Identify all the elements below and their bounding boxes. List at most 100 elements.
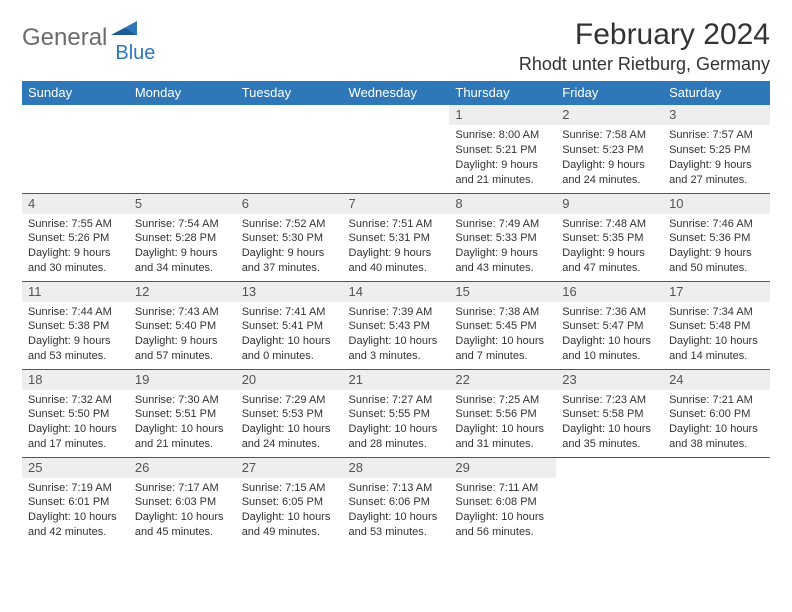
- calendar-cell: 8Sunrise: 7:49 AMSunset: 5:33 PMDaylight…: [449, 193, 556, 281]
- brand-logo: General Blue: [22, 18, 155, 52]
- calendar-cell: 23Sunrise: 7:23 AMSunset: 5:58 PMDayligh…: [556, 369, 663, 457]
- day-details: Sunrise: 7:52 AMSunset: 5:30 PMDaylight:…: [236, 214, 343, 280]
- calendar-cell: 20Sunrise: 7:29 AMSunset: 5:53 PMDayligh…: [236, 369, 343, 457]
- day-details: Sunrise: 7:44 AMSunset: 5:38 PMDaylight:…: [22, 302, 129, 368]
- day-number: 11: [22, 282, 129, 302]
- day-details: Sunrise: 7:17 AMSunset: 6:03 PMDaylight:…: [129, 478, 236, 544]
- day-number: 1: [449, 105, 556, 125]
- calendar-cell: 5Sunrise: 7:54 AMSunset: 5:28 PMDaylight…: [129, 193, 236, 281]
- day-details: Sunrise: 7:51 AMSunset: 5:31 PMDaylight:…: [343, 214, 450, 280]
- calendar-cell: 3Sunrise: 7:57 AMSunset: 5:25 PMDaylight…: [663, 105, 770, 193]
- day-number: 25: [22, 458, 129, 478]
- weekday-header: Monday: [129, 81, 236, 105]
- day-number: 27: [236, 458, 343, 478]
- day-details: Sunrise: 7:54 AMSunset: 5:28 PMDaylight:…: [129, 214, 236, 280]
- calendar-week: 4Sunrise: 7:55 AMSunset: 5:26 PMDaylight…: [22, 193, 770, 281]
- calendar-cell: 7Sunrise: 7:51 AMSunset: 5:31 PMDaylight…: [343, 193, 450, 281]
- day-details: Sunrise: 7:57 AMSunset: 5:25 PMDaylight:…: [663, 125, 770, 191]
- day-number: 29: [449, 458, 556, 478]
- calendar-cell: 24Sunrise: 7:21 AMSunset: 6:00 PMDayligh…: [663, 369, 770, 457]
- day-number: 8: [449, 194, 556, 214]
- day-details: Sunrise: 7:58 AMSunset: 5:23 PMDaylight:…: [556, 125, 663, 191]
- month-title: February 2024: [519, 18, 770, 52]
- day-details: Sunrise: 7:49 AMSunset: 5:33 PMDaylight:…: [449, 214, 556, 280]
- calendar-cell: 28Sunrise: 7:13 AMSunset: 6:06 PMDayligh…: [343, 457, 450, 545]
- day-details: Sunrise: 7:21 AMSunset: 6:00 PMDaylight:…: [663, 390, 770, 456]
- calendar-cell: 29Sunrise: 7:11 AMSunset: 6:08 PMDayligh…: [449, 457, 556, 545]
- day-number: 5: [129, 194, 236, 214]
- calendar-week: 11Sunrise: 7:44 AMSunset: 5:38 PMDayligh…: [22, 281, 770, 369]
- day-number: 16: [556, 282, 663, 302]
- day-details: Sunrise: 7:48 AMSunset: 5:35 PMDaylight:…: [556, 214, 663, 280]
- calendar-cell: 6Sunrise: 7:52 AMSunset: 5:30 PMDaylight…: [236, 193, 343, 281]
- day-number: 9: [556, 194, 663, 214]
- day-details: Sunrise: 7:34 AMSunset: 5:48 PMDaylight:…: [663, 302, 770, 368]
- day-number: 2: [556, 105, 663, 125]
- day-number: 24: [663, 370, 770, 390]
- day-details: Sunrise: 7:19 AMSunset: 6:01 PMDaylight:…: [22, 478, 129, 544]
- calendar-cell: 27Sunrise: 7:15 AMSunset: 6:05 PMDayligh…: [236, 457, 343, 545]
- day-number: 13: [236, 282, 343, 302]
- day-number: 22: [449, 370, 556, 390]
- calendar-cell: 21Sunrise: 7:27 AMSunset: 5:55 PMDayligh…: [343, 369, 450, 457]
- brand-part1: General: [22, 24, 107, 52]
- day-details: Sunrise: 7:29 AMSunset: 5:53 PMDaylight:…: [236, 390, 343, 456]
- day-details: Sunrise: 7:36 AMSunset: 5:47 PMDaylight:…: [556, 302, 663, 368]
- day-details: Sunrise: 7:30 AMSunset: 5:51 PMDaylight:…: [129, 390, 236, 456]
- weekday-header: Wednesday: [343, 81, 450, 105]
- day-details: Sunrise: 7:55 AMSunset: 5:26 PMDaylight:…: [22, 214, 129, 280]
- day-number: 3: [663, 105, 770, 125]
- day-number: 15: [449, 282, 556, 302]
- weekday-header: Friday: [556, 81, 663, 105]
- calendar-cell-empty: [556, 457, 663, 545]
- calendar-cell: 22Sunrise: 7:25 AMSunset: 5:56 PMDayligh…: [449, 369, 556, 457]
- calendar-week: 1Sunrise: 8:00 AMSunset: 5:21 PMDaylight…: [22, 105, 770, 193]
- day-number: 18: [22, 370, 129, 390]
- calendar-cell-empty: [129, 105, 236, 193]
- day-number: 21: [343, 370, 450, 390]
- calendar-cell: 16Sunrise: 7:36 AMSunset: 5:47 PMDayligh…: [556, 281, 663, 369]
- brand-triangle-icon: [111, 19, 139, 44]
- calendar-cell: 18Sunrise: 7:32 AMSunset: 5:50 PMDayligh…: [22, 369, 129, 457]
- day-number: 6: [236, 194, 343, 214]
- calendar-cell: 9Sunrise: 7:48 AMSunset: 5:35 PMDaylight…: [556, 193, 663, 281]
- day-details: Sunrise: 7:27 AMSunset: 5:55 PMDaylight:…: [343, 390, 450, 456]
- calendar-week: 25Sunrise: 7:19 AMSunset: 6:01 PMDayligh…: [22, 457, 770, 545]
- day-number: 12: [129, 282, 236, 302]
- weekday-header: Sunday: [22, 81, 129, 105]
- day-details: Sunrise: 7:32 AMSunset: 5:50 PMDaylight:…: [22, 390, 129, 456]
- day-number: 7: [343, 194, 450, 214]
- day-details: Sunrise: 7:13 AMSunset: 6:06 PMDaylight:…: [343, 478, 450, 544]
- day-details: Sunrise: 7:38 AMSunset: 5:45 PMDaylight:…: [449, 302, 556, 368]
- day-number: 28: [343, 458, 450, 478]
- weekday-header: Thursday: [449, 81, 556, 105]
- day-details: Sunrise: 7:41 AMSunset: 5:41 PMDaylight:…: [236, 302, 343, 368]
- calendar-cell-empty: [343, 105, 450, 193]
- location-subtitle: Rhodt unter Rietburg, Germany: [519, 54, 770, 75]
- day-details: Sunrise: 7:23 AMSunset: 5:58 PMDaylight:…: [556, 390, 663, 456]
- calendar-cell: 14Sunrise: 7:39 AMSunset: 5:43 PMDayligh…: [343, 281, 450, 369]
- calendar-cell: 11Sunrise: 7:44 AMSunset: 5:38 PMDayligh…: [22, 281, 129, 369]
- brand-part2: Blue: [115, 42, 155, 65]
- weekday-header: Tuesday: [236, 81, 343, 105]
- calendar-cell: 1Sunrise: 8:00 AMSunset: 5:21 PMDaylight…: [449, 105, 556, 193]
- calendar-cell: 10Sunrise: 7:46 AMSunset: 5:36 PMDayligh…: [663, 193, 770, 281]
- day-details: Sunrise: 7:43 AMSunset: 5:40 PMDaylight:…: [129, 302, 236, 368]
- day-number: 4: [22, 194, 129, 214]
- calendar-cell: 25Sunrise: 7:19 AMSunset: 6:01 PMDayligh…: [22, 457, 129, 545]
- calendar-cell: 26Sunrise: 7:17 AMSunset: 6:03 PMDayligh…: [129, 457, 236, 545]
- calendar-cell: 2Sunrise: 7:58 AMSunset: 5:23 PMDaylight…: [556, 105, 663, 193]
- day-details: Sunrise: 7:46 AMSunset: 5:36 PMDaylight:…: [663, 214, 770, 280]
- calendar-cell-empty: [22, 105, 129, 193]
- day-number: 17: [663, 282, 770, 302]
- day-number: 14: [343, 282, 450, 302]
- calendar-cell: 4Sunrise: 7:55 AMSunset: 5:26 PMDaylight…: [22, 193, 129, 281]
- calendar-cell: 12Sunrise: 7:43 AMSunset: 5:40 PMDayligh…: [129, 281, 236, 369]
- day-details: Sunrise: 7:39 AMSunset: 5:43 PMDaylight:…: [343, 302, 450, 368]
- calendar-cell: 13Sunrise: 7:41 AMSunset: 5:41 PMDayligh…: [236, 281, 343, 369]
- weekday-header: Saturday: [663, 81, 770, 105]
- calendar-week: 18Sunrise: 7:32 AMSunset: 5:50 PMDayligh…: [22, 369, 770, 457]
- calendar-cell: 17Sunrise: 7:34 AMSunset: 5:48 PMDayligh…: [663, 281, 770, 369]
- calendar-cell-empty: [236, 105, 343, 193]
- day-number: 19: [129, 370, 236, 390]
